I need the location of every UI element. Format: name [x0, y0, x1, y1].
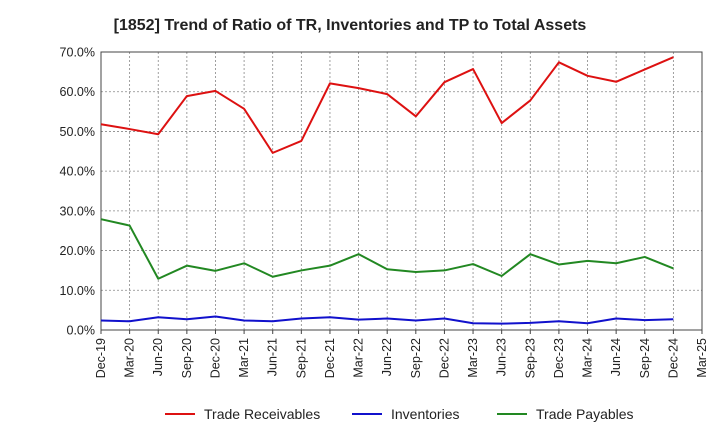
x-tick-label: Dec-23	[552, 338, 566, 378]
grid-layer	[100, 51, 703, 331]
y-tick-label: 20.0%	[60, 244, 95, 258]
x-tick-label: Jun-23	[495, 338, 509, 376]
y-tick-label: 40.0%	[60, 165, 95, 179]
x-tick-label: Jun-20	[151, 338, 165, 376]
x-tick-label: Mar-23	[466, 338, 480, 378]
x-tick-label: Sep-21	[294, 338, 308, 378]
x-tick-label: Dec-20	[208, 338, 222, 378]
chart-title: [1852] Trend of Ratio of TR, Inventories…	[114, 17, 587, 34]
axis-layer: 0.0% 10.0% 20.0% 30.0% 40.0% 50.0% 60.0% 70.0% D…	[60, 46, 709, 379]
series-line-trade-receivables	[100, 56, 674, 154]
x-tick-label: Jun-22	[380, 338, 394, 376]
y-tick-label: 30.0%	[60, 204, 95, 218]
x-tick-label: Sep-23	[523, 338, 537, 378]
series-line-trade-payables	[100, 218, 674, 280]
y-tick-label: 50.0%	[60, 125, 95, 139]
x-tick-label: Sep-24	[638, 338, 652, 378]
x-tick-label: Dec-21	[323, 338, 337, 378]
x-tick-label: Jun-21	[266, 338, 280, 376]
x-tick-label: Sep-20	[180, 338, 194, 378]
y-tick-label: 0.0%	[67, 324, 96, 338]
legend: Trade Receivables Inventories Trade Payabl…	[165, 406, 634, 422]
x-tick-label: Sep-22	[409, 338, 423, 378]
legend-label-trade-payables: Trade Payables	[536, 406, 634, 422]
y-tick-label: 10.0%	[60, 284, 95, 298]
x-tick-label: Mar-24	[581, 338, 595, 378]
y-tick-label: 70.0%	[60, 46, 95, 60]
legend-label-trade-receivables: Trade Receivables	[204, 406, 320, 422]
plot-frame	[100, 51, 703, 331]
series-layer	[100, 56, 674, 325]
x-tick-label: Mar-22	[352, 338, 366, 378]
x-tick-label: Mar-21	[237, 338, 251, 378]
x-tick-label: Dec-22	[437, 338, 451, 378]
x-tick-label: Dec-24	[666, 338, 680, 378]
x-tick-label: Mar-20	[123, 338, 137, 378]
legend-label-inventories: Inventories	[391, 406, 459, 422]
x-tick-label: Mar-25	[695, 338, 709, 378]
series-line-inventories	[100, 315, 674, 325]
y-tick-label: 60.0%	[60, 85, 95, 99]
x-tick-label: Jun-24	[609, 338, 623, 376]
x-tick-label: Dec-19	[94, 338, 108, 378]
